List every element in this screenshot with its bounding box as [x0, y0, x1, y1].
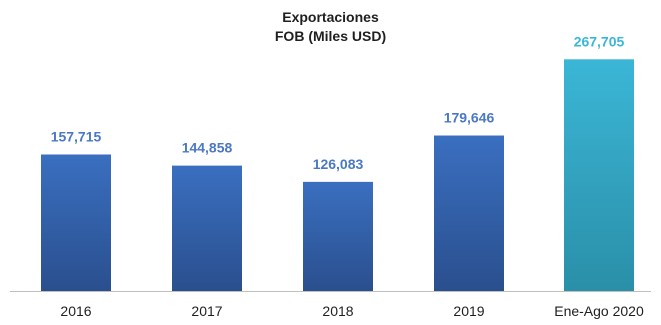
bar-4	[564, 59, 634, 291]
x-tick-label-0: 2016	[60, 303, 91, 319]
data-label-4: 267,705	[574, 33, 625, 49]
bar-3	[434, 135, 504, 291]
x-tick-label-4: Ene-Ago 2020	[554, 303, 644, 319]
chart-title-line1: Exportaciones	[282, 9, 379, 25]
data-label-3: 179,646	[444, 110, 495, 126]
bar-1	[172, 165, 242, 291]
x-tick-label-1: 2017	[191, 303, 222, 319]
x-tick-label-2: 2018	[322, 303, 353, 319]
data-label-2: 126,083	[313, 156, 364, 172]
x-tick-label-3: 2019	[453, 303, 484, 319]
data-label-1: 144,858	[182, 140, 233, 156]
bar-2	[303, 181, 373, 291]
data-label-0: 157,715	[51, 128, 102, 144]
bar-0	[41, 154, 111, 291]
chart-title-line2: FOB (Miles USD)	[274, 28, 387, 44]
